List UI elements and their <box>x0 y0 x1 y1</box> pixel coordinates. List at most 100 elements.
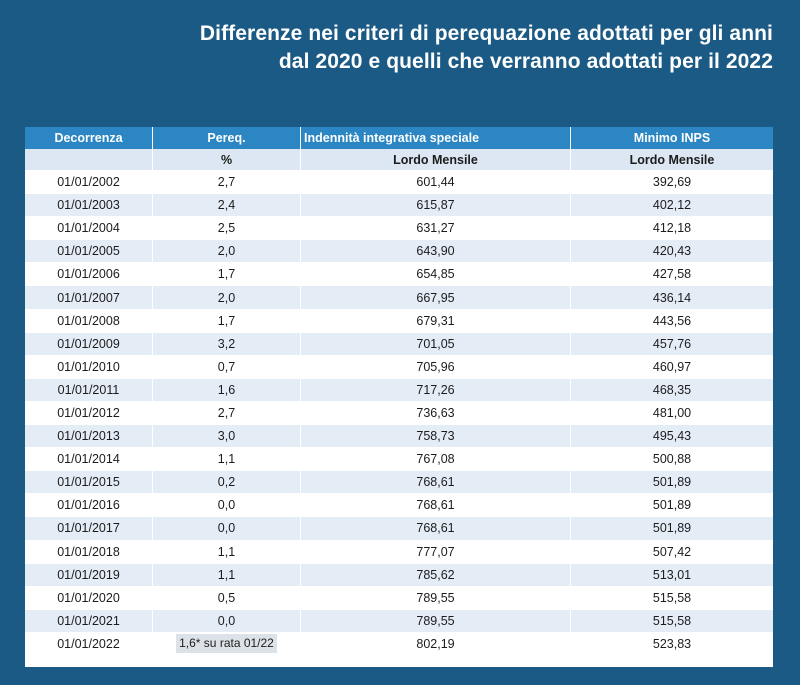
cell-indennita: 777,07 <box>301 539 571 563</box>
cell-decorrenza: 01/01/2017 <box>25 516 153 540</box>
table-row: 01/01/2018 1,1 777,07 507,42 <box>25 539 773 563</box>
cell-minimo-inps: 501,89 <box>571 470 773 494</box>
cell-indennita: 767,08 <box>301 447 571 471</box>
title-line-1: Differenze nei criteri di perequazione a… <box>199 22 773 45</box>
cell-decorrenza: 01/01/2018 <box>25 539 153 563</box>
cell-pereq: 1,1 <box>153 562 301 586</box>
cell-decorrenza: 01/01/2004 <box>25 216 153 240</box>
cell-pereq: 0,0 <box>153 608 301 632</box>
cell-indennita: 701,05 <box>301 331 571 355</box>
cell-decorrenza: 01/01/2013 <box>25 424 153 448</box>
table-row: 01/01/2013 3,0 758,73 495,43 <box>25 424 773 448</box>
cell-decorrenza: 01/01/2005 <box>25 239 153 263</box>
cell-indennita: 768,61 <box>301 516 571 540</box>
cell-decorrenza: 01/01/2010 <box>25 354 153 378</box>
subheader-pereq: % <box>153 149 301 170</box>
cell-pereq: 2,4 <box>153 193 301 217</box>
cell-indennita: 601,44 <box>301 170 571 194</box>
table-row: 01/01/2010 0,7 705,96 460,97 <box>25 354 773 378</box>
table-row: 01/01/2012 2,7 736,63 481,00 <box>25 400 773 425</box>
cell-pereq: 2,7 <box>153 170 301 194</box>
cell-pereq: 2,5 <box>153 216 301 240</box>
cell-minimo-inps: 515,58 <box>571 608 773 632</box>
cell-pereq: 2,7 <box>153 400 301 425</box>
cell-decorrenza: 01/01/2003 <box>25 193 153 217</box>
table-row: 01/01/2002 2,7 601,44 392,69 <box>25 170 773 194</box>
cell-decorrenza: 01/01/2021 <box>25 608 153 632</box>
cell-decorrenza: 01/01/2006 <box>25 262 153 286</box>
cell-indennita: 785,62 <box>301 562 571 586</box>
table-row: 01/01/2007 2,0 667,95 436,14 <box>25 285 773 309</box>
cell-minimo-inps: 420,43 <box>571 239 773 263</box>
cell-pereq: 2,0 <box>153 285 301 309</box>
table-row: 01/01/2020 0,5 789,55 515,58 <box>25 585 773 609</box>
cell-pereq: 0,7 <box>153 354 301 378</box>
cell-decorrenza: 01/01/2009 <box>25 331 153 355</box>
column-header-pereq: Pereq. <box>153 127 301 149</box>
cell-indennita: 736,63 <box>301 400 571 425</box>
title-line-2: dal 2020 e quelli che verranno adottati … <box>278 50 773 73</box>
cell-decorrenza: 01/01/2007 <box>25 285 153 309</box>
cell-indennita: 679,31 <box>301 308 571 332</box>
table-row: 01/01/2014 1,1 767,08 500,88 <box>25 447 773 471</box>
cell-minimo-inps: 436,14 <box>571 285 773 309</box>
cell-pereq: 3,2 <box>153 331 301 355</box>
cell-minimo-inps: 501,89 <box>571 493 773 517</box>
cell-indennita: 717,26 <box>301 377 571 401</box>
cell-indennita: 758,73 <box>301 424 571 448</box>
cell-minimo-inps: 507,42 <box>571 539 773 563</box>
cell-pereq: 1,1 <box>153 447 301 471</box>
column-header-minimo-inps: Minimo INPS <box>571 127 773 149</box>
cell-minimo-inps: 523,83 <box>571 631 773 655</box>
cell-minimo-inps: 412,18 <box>571 216 773 240</box>
subheader-indennita: Lordo Mensile <box>301 149 571 170</box>
cell-indennita: 705,96 <box>301 354 571 378</box>
table-row: 01/01/2003 2,4 615,87 402,12 <box>25 193 773 217</box>
subheader-row: % Lordo Mensile Lordo Mensile <box>25 149 773 170</box>
cell-pereq: 2,0 <box>153 239 301 263</box>
cell-pereq: 0,0 <box>153 516 301 540</box>
cell-minimo-inps: 460,97 <box>571 354 773 378</box>
table-row: 01/01/2021 0,0 789,55 515,58 <box>25 608 773 632</box>
cell-decorrenza: 01/01/2019 <box>25 562 153 586</box>
cell-pereq: 1,7 <box>153 262 301 286</box>
cell-pereq-note: 1,6* su rata 01/22 <box>176 634 277 654</box>
cell-decorrenza: 01/01/2020 <box>25 585 153 609</box>
table-row: 01/01/2022 1,6* su rata 01/22 802,19 523,83 <box>25 631 773 655</box>
table-row: 01/01/2016 0,0 768,61 501,89 <box>25 493 773 517</box>
column-header-indennita: Indennità integrativa speciale <box>301 127 571 149</box>
cell-pereq: 0,2 <box>153 470 301 494</box>
cell-decorrenza: 01/01/2014 <box>25 447 153 471</box>
cell-decorrenza: 01/01/2012 <box>25 400 153 425</box>
cell-minimo-inps: 443,56 <box>571 308 773 332</box>
subheader-minimo-inps: Lordo Mensile <box>571 149 773 170</box>
table-row: 01/01/2019 1,1 785,62 513,01 <box>25 562 773 586</box>
cell-decorrenza: 01/01/2002 <box>25 170 153 194</box>
table-row: 01/01/2017 0,0 768,61 501,89 <box>25 516 773 540</box>
subheader-decorrenza <box>25 149 153 170</box>
cell-indennita: 654,85 <box>301 262 571 286</box>
cell-minimo-inps: 481,00 <box>571 400 773 425</box>
table-row: 01/01/2008 1,7 679,31 443,56 <box>25 308 773 332</box>
cell-indennita: 667,95 <box>301 285 571 309</box>
cell-minimo-inps: 457,76 <box>571 331 773 355</box>
cell-pereq: 1,7 <box>153 308 301 332</box>
cell-decorrenza: 01/01/2016 <box>25 493 153 517</box>
cell-minimo-inps: 495,43 <box>571 424 773 448</box>
cell-minimo-inps: 402,12 <box>571 193 773 217</box>
cell-decorrenza: 01/01/2022 <box>25 631 153 655</box>
cell-pereq: 3,0 <box>153 424 301 448</box>
cell-decorrenza: 01/01/2011 <box>25 377 153 401</box>
cell-minimo-inps: 500,88 <box>571 447 773 471</box>
table-row: 01/01/2009 3,2 701,05 457,76 <box>25 331 773 355</box>
cell-pereq: 1,1 <box>153 539 301 563</box>
column-header-decorrenza: Decorrenza <box>25 127 153 149</box>
table-row: 01/01/2004 2,5 631,27 412,18 <box>25 216 773 240</box>
cell-indennita: 643,90 <box>301 239 571 263</box>
cell-pereq-container: 1,6* su rata 01/22 <box>153 631 301 655</box>
cell-indennita: 768,61 <box>301 493 571 517</box>
cell-pereq: 1,6 <box>153 377 301 401</box>
cell-pereq: 0,5 <box>153 585 301 609</box>
table-row: 01/01/2015 0,2 768,61 501,89 <box>25 470 773 494</box>
cell-decorrenza: 01/01/2015 <box>25 470 153 494</box>
